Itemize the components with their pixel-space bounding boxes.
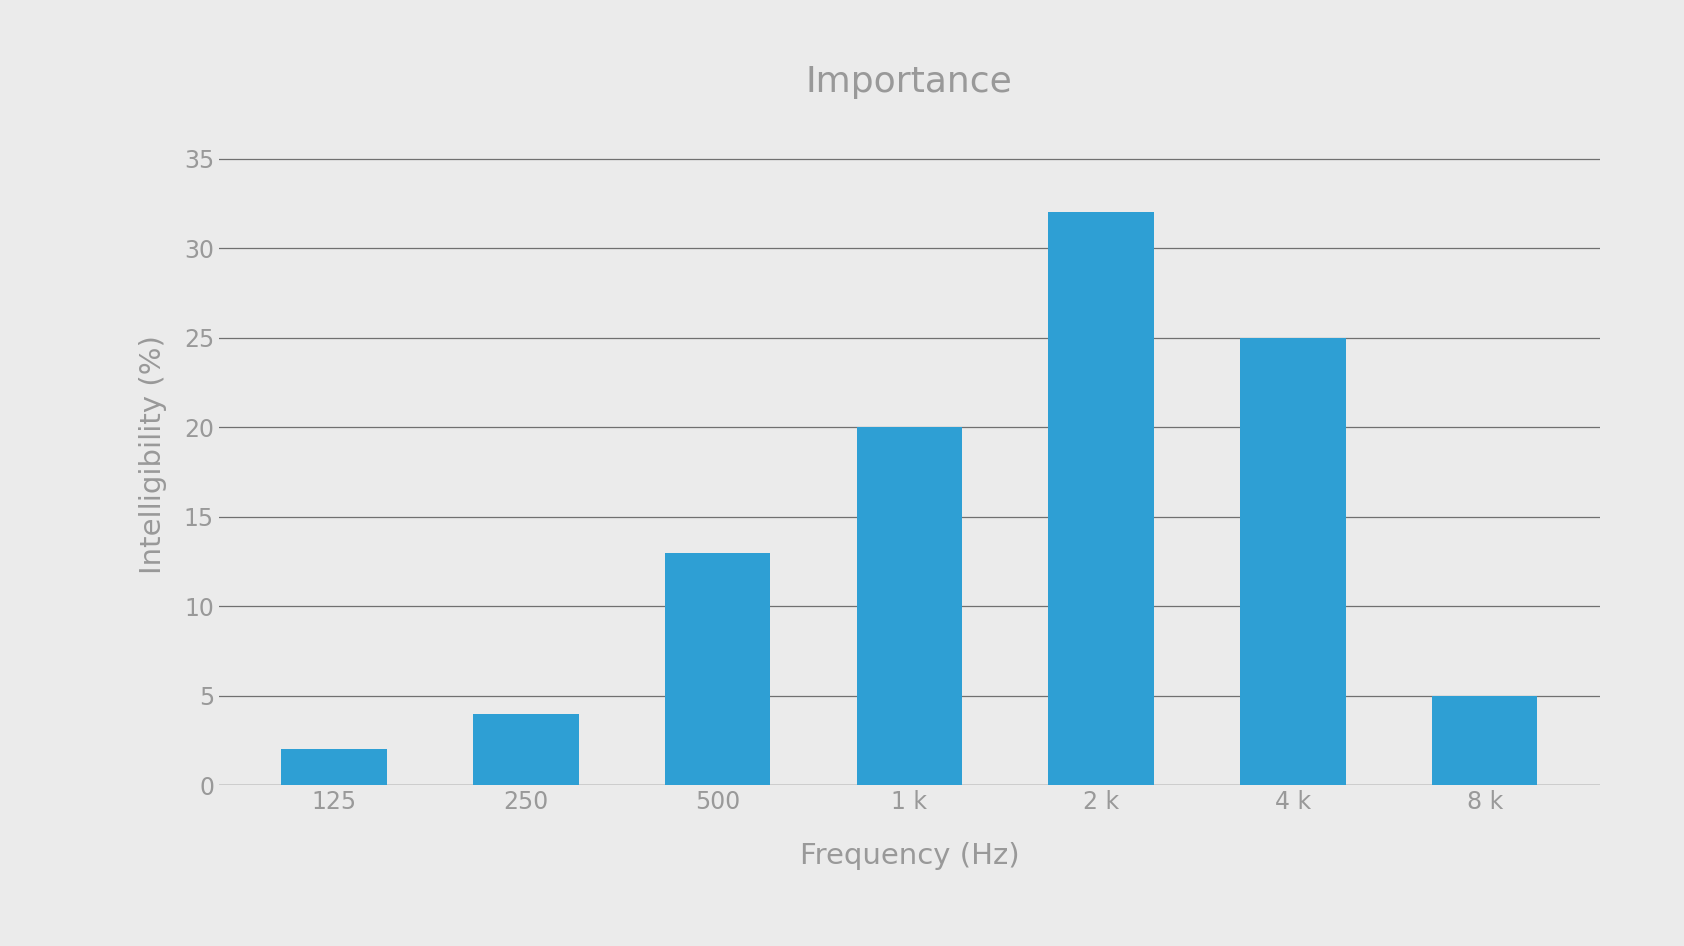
Bar bbox=[857, 428, 962, 785]
Title: Importance: Importance bbox=[807, 65, 1012, 99]
Bar bbox=[1239, 338, 1346, 785]
Bar bbox=[1049, 213, 1154, 785]
Bar bbox=[473, 713, 579, 785]
Bar bbox=[1431, 695, 1537, 785]
Y-axis label: Intelligibility (%): Intelligibility (%) bbox=[140, 335, 167, 573]
Bar bbox=[665, 552, 770, 785]
Bar bbox=[281, 749, 387, 785]
X-axis label: Frequency (Hz): Frequency (Hz) bbox=[800, 842, 1019, 869]
